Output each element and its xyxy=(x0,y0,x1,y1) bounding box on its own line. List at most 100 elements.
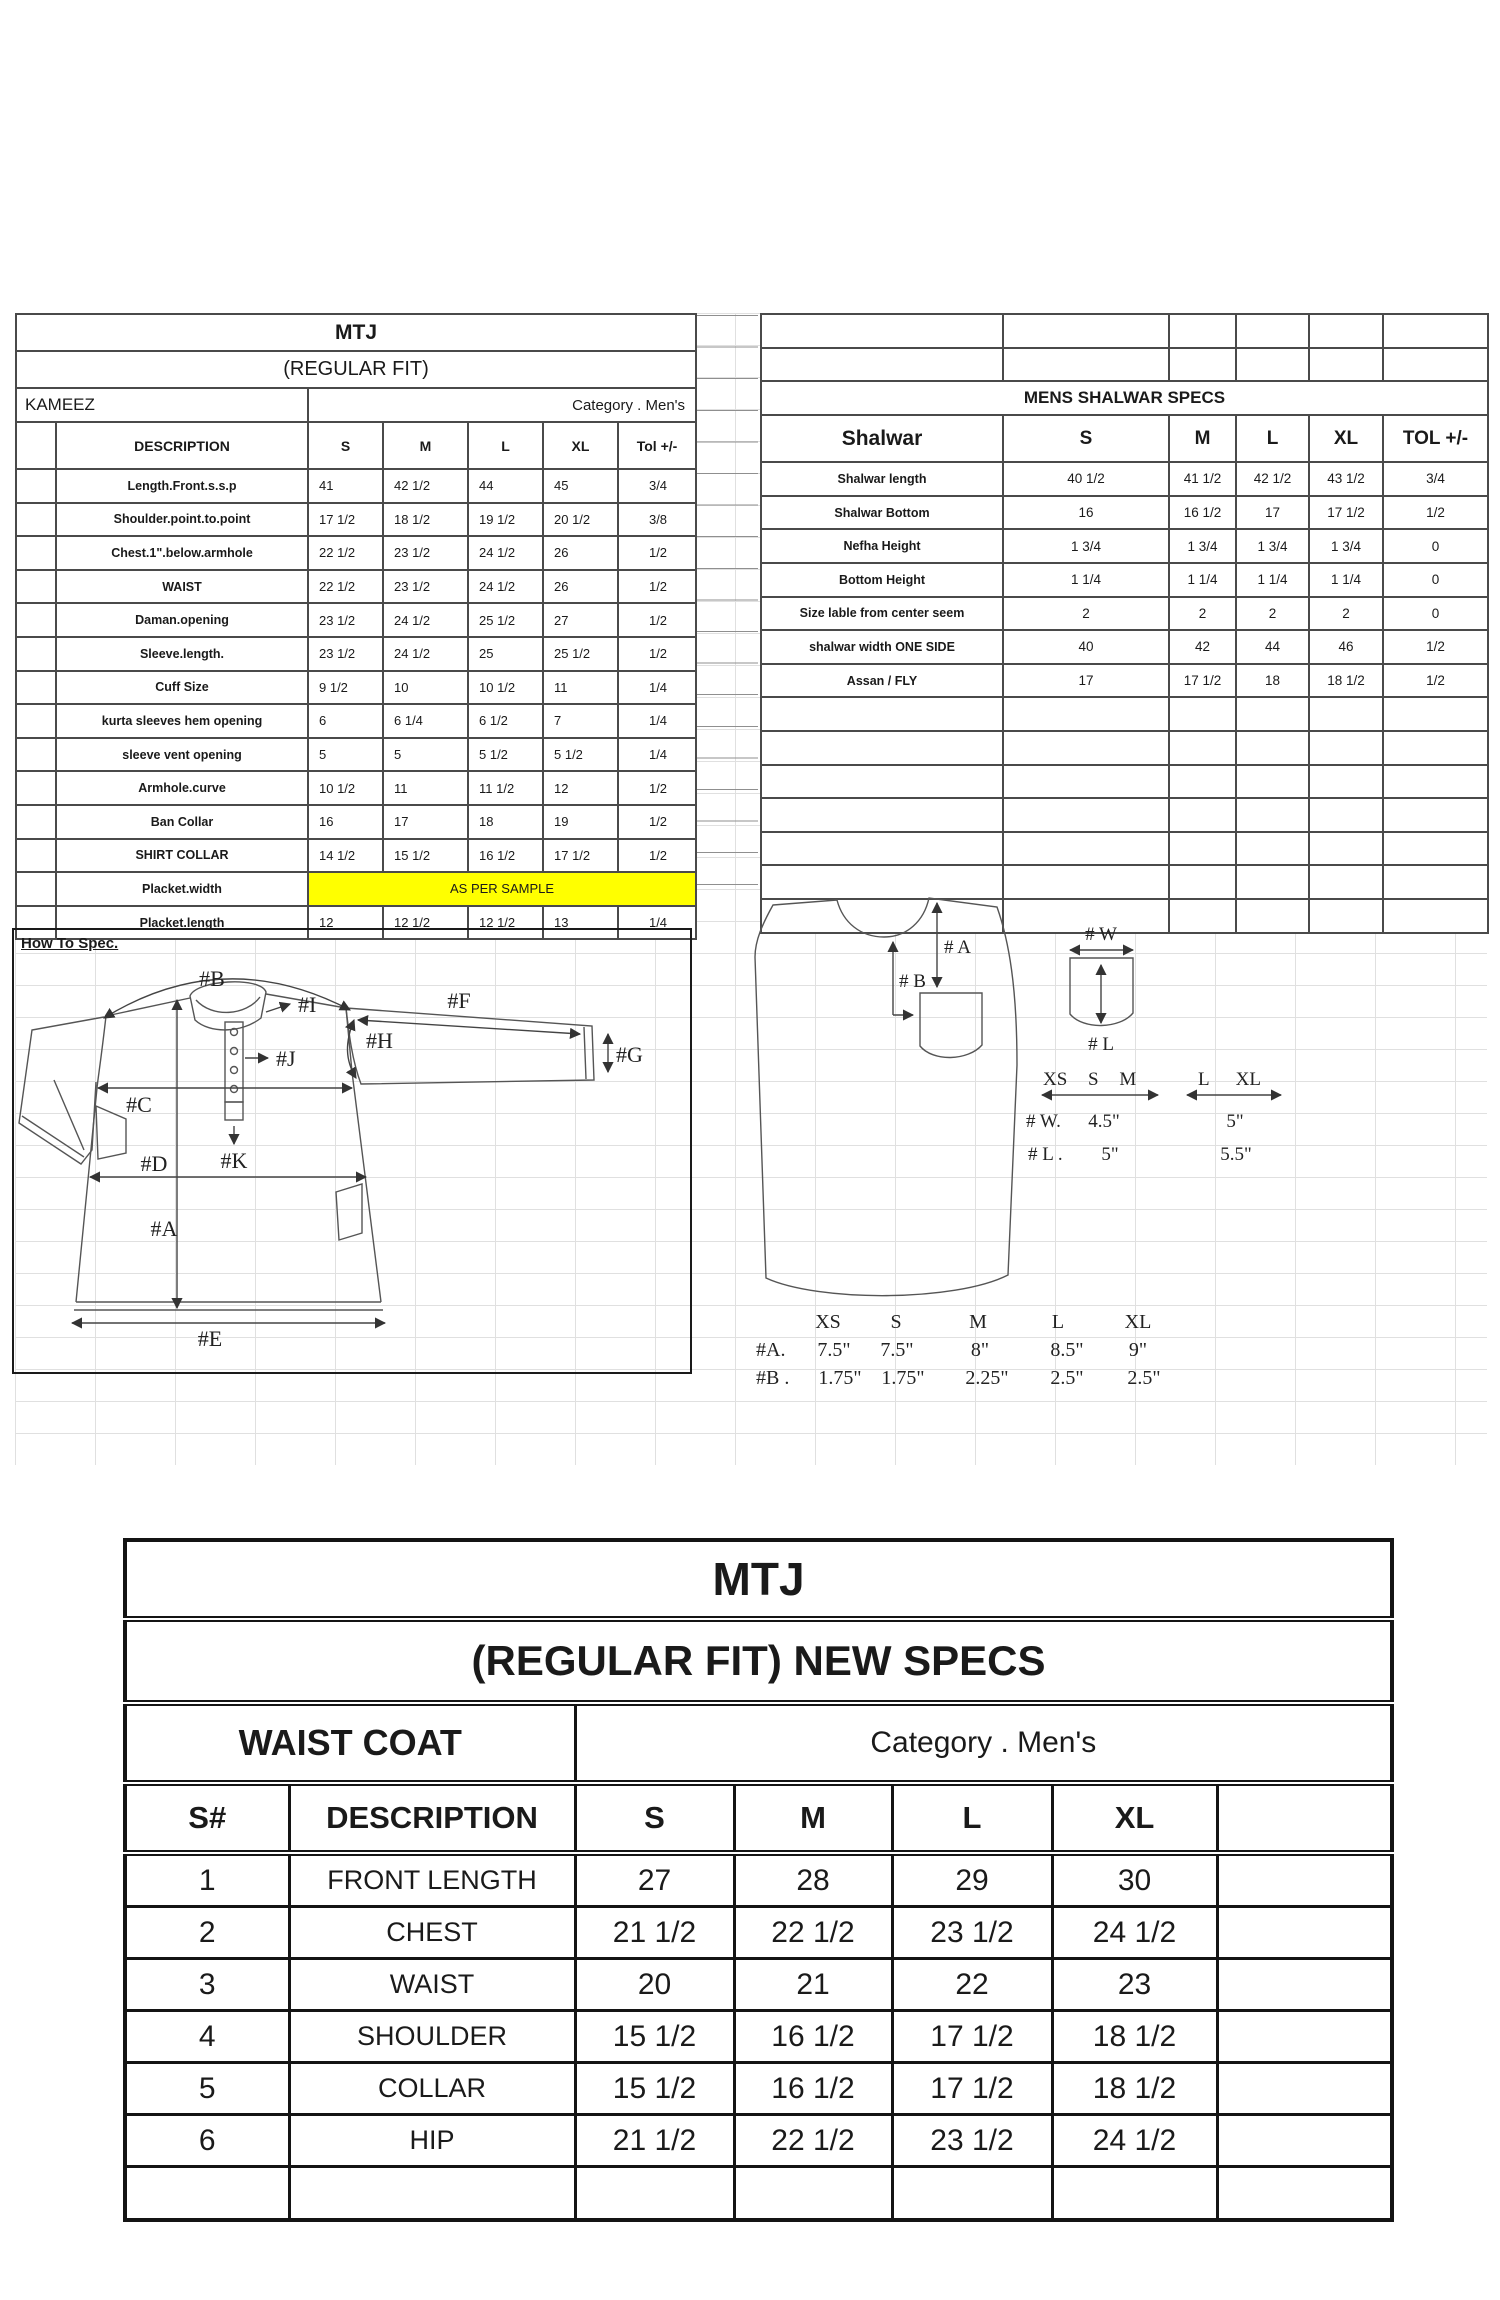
table-cell: 18 1/2 xyxy=(1308,662,1384,699)
table-cell: 2 xyxy=(1002,595,1170,632)
table-cell: 12 xyxy=(307,904,384,941)
table-cell xyxy=(1308,313,1384,349)
pocket-w-large-value: 5" xyxy=(1226,1111,1243,1132)
table-cell: 24 1/2 xyxy=(1050,2113,1219,2168)
table-cell xyxy=(1168,830,1237,867)
row-b-value: 2.5" xyxy=(1050,1367,1083,1389)
table-cell: 1/2 xyxy=(616,568,698,605)
measure-label-j: #J xyxy=(276,1046,296,1071)
pocket-w-small-value: 4.5" xyxy=(1088,1111,1120,1132)
table-cell xyxy=(760,797,1004,833)
table-cell: 18 1/2 xyxy=(1050,2009,1219,2064)
col-header-m: M xyxy=(1168,414,1237,464)
table-cell: 12 xyxy=(542,770,619,806)
table-row: Daman.opening 23 1/2 24 1/2 25 1/2 27 1/2 xyxy=(15,602,698,638)
table-cell xyxy=(1002,763,1170,800)
table-cell: Cuff Size xyxy=(55,669,309,706)
table-cell: 0 xyxy=(1382,595,1489,632)
table-cell: 10 1/2 xyxy=(307,770,384,806)
kurta-outline xyxy=(18,981,595,1311)
table-cell: 17 1/2 xyxy=(1308,494,1384,531)
table-cell xyxy=(890,2165,1054,2222)
table-cell xyxy=(1215,2113,1394,2168)
waistcoat-spec-table: MTJ (REGULAR FIT) NEW SPECS WAIST COAT C… xyxy=(123,1538,1395,2222)
col-header-xl: XL xyxy=(1050,1781,1219,1856)
table-cell: 16 1/2 xyxy=(732,2061,894,2116)
table-cell xyxy=(15,421,57,470)
table-cell: 29 xyxy=(890,1851,1054,1908)
table-cell: 17 xyxy=(1002,662,1170,699)
kameez-name: KAMEEZ xyxy=(15,387,309,423)
table-cell xyxy=(1308,897,1384,934)
table-row: Placket.length 12 12 1/2 12 1/2 13 1/4 xyxy=(15,904,698,941)
table-cell: 2 xyxy=(1235,595,1310,632)
table-cell: 1 1/4 xyxy=(1168,561,1237,598)
table-cell: 27 xyxy=(542,602,619,638)
table-cell: 14 1/2 xyxy=(307,837,384,874)
col-header-s: S xyxy=(1002,414,1170,464)
col-header-xl: XL xyxy=(1308,414,1384,464)
table-cell: 11 xyxy=(542,669,619,706)
row-a-label: #A. xyxy=(756,1339,785,1361)
table-cell: 23 1/2 xyxy=(890,2113,1054,2168)
table-cell: 26 xyxy=(542,568,619,605)
table-cell xyxy=(1308,830,1384,867)
table-cell: Length.Front.s.s.p xyxy=(55,468,309,504)
row-b-value: 1.75" xyxy=(818,1367,861,1389)
table-cell: Placket.length xyxy=(55,904,309,941)
table-cell: 16 xyxy=(307,803,384,840)
table-cell xyxy=(123,2165,291,2222)
waistcoat-category: Category . Men's xyxy=(573,1701,1394,1786)
table-cell: 4 xyxy=(123,2009,291,2064)
table-cell xyxy=(1168,696,1237,732)
row-a-value: 8.5" xyxy=(1050,1339,1083,1361)
table-name-row: KAMEEZ Category . Men's xyxy=(15,387,698,423)
table-cell: 43 1/2 xyxy=(1308,461,1384,497)
table-cell: Nefha Height xyxy=(760,528,1004,564)
table-cell xyxy=(1382,830,1489,867)
table-cell xyxy=(15,803,57,840)
table-cell xyxy=(15,736,57,773)
table-cell xyxy=(1382,346,1489,383)
table-row: kurta sleeves hem opening 6 6 1/4 6 1/2 7 1/4 xyxy=(15,703,698,739)
col-header-tol: Tol +/- xyxy=(616,421,698,470)
table-cell: 15 1/2 xyxy=(382,837,469,874)
table-cell: 3/4 xyxy=(616,468,698,504)
table-row xyxy=(760,313,1489,349)
vest-label-b: # B xyxy=(899,971,926,992)
table-cell: 40 1/2 xyxy=(1002,461,1170,497)
table-cell: 0 xyxy=(1382,528,1489,564)
table-cell xyxy=(287,2165,577,2222)
measure-label-a: #A xyxy=(151,1216,178,1241)
measure-label-e: #E xyxy=(198,1326,222,1351)
vest-diagram-area: # A # B # W # L XS S M L XL # W. 4.5" 5"… xyxy=(740,895,1400,1443)
table-cell: 17 xyxy=(382,803,469,840)
table-cell xyxy=(1382,313,1489,349)
table-cell: 1/2 xyxy=(1382,662,1489,699)
table-row: Size lable from center seem 2 2 2 2 0 xyxy=(760,595,1489,632)
col-header-m: M xyxy=(732,1781,894,1856)
table-cell xyxy=(1215,1905,1394,1960)
table-cell: 5 1/2 xyxy=(542,736,619,773)
table-cell: 17 1/2 xyxy=(890,2061,1054,2116)
measure-label-k: #K xyxy=(221,1148,248,1173)
table-cell: 17 xyxy=(1235,494,1310,531)
table-cell: 1/2 xyxy=(616,803,698,840)
col-header-serial: S# xyxy=(123,1781,291,1856)
table-cell: 1 1/4 xyxy=(1235,561,1310,598)
table-cell: 42 1/2 xyxy=(1235,461,1310,497)
table-cell: 18 xyxy=(467,803,544,840)
table-cell xyxy=(1168,729,1237,766)
table-cell: 1/2 xyxy=(616,770,698,806)
vest-arrows xyxy=(887,901,1283,1101)
table-cell: 6 xyxy=(307,703,384,739)
table-cell: 1/4 xyxy=(616,904,698,941)
table-cell: 20 1/2 xyxy=(542,501,619,538)
table-cell: 28 xyxy=(732,1851,894,1908)
row-b-value: 1.75" xyxy=(881,1367,924,1389)
table-cell xyxy=(15,703,57,739)
table-cell: AS PER SAMPLE xyxy=(306,871,698,907)
table-row: 2 CHEST 21 1/2 22 1/2 23 1/2 24 1/2 xyxy=(123,1905,1394,1960)
shalwar-title: MENS SHALWAR SPECS xyxy=(760,380,1489,417)
table-title-row: MTJ xyxy=(14,313,698,352)
